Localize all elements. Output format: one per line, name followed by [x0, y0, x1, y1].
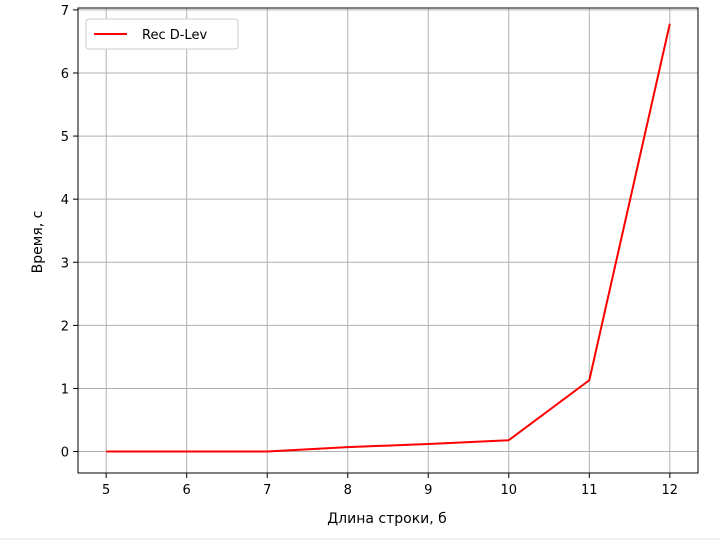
series-line-rec-d-lev: [106, 23, 671, 453]
y-tick-label: 3: [61, 256, 69, 271]
x-tick-label: 11: [581, 483, 598, 498]
axes-frame: [77, 7, 699, 474]
series-layer: [106, 23, 671, 453]
y-tick-label: 1: [61, 382, 69, 397]
y-axis-label: Время, с: [30, 211, 46, 274]
x-tick-label: 9: [424, 483, 432, 498]
bottom-border: [0, 538, 720, 540]
legend-box: [85, 18, 239, 50]
x-axis-label: Длина строки, б: [327, 511, 447, 527]
grid-lines: [78, 8, 698, 473]
legend-label: Rec D-Lev: [142, 28, 207, 43]
y-tick-label: 5: [61, 130, 69, 145]
x-tick-label: 7: [263, 483, 271, 498]
x-tick-label: 12: [662, 483, 679, 498]
x-tick-label: 6: [183, 483, 191, 498]
y-tick-label: 0: [61, 446, 69, 461]
axes: [77, 7, 699, 474]
y-tick-label: 7: [61, 4, 69, 19]
x-tick-label: 10: [501, 483, 518, 498]
x-tick-label: 8: [344, 483, 352, 498]
y-tick-label: 2: [61, 319, 69, 334]
legend: Rec D-Lev: [85, 18, 239, 50]
y-tick-label: 4: [61, 193, 69, 208]
y-tick-label: 6: [61, 67, 69, 82]
x-tick-label: 5: [102, 483, 110, 498]
